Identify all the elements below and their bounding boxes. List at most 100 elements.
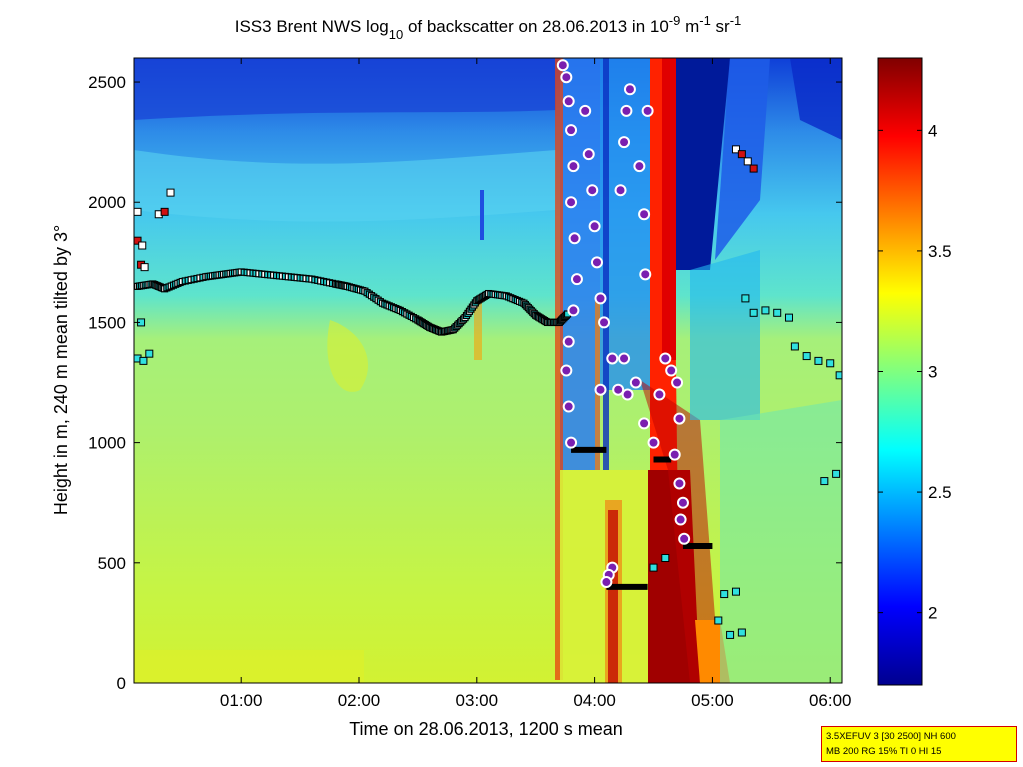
cloud-base-point [647, 436, 660, 449]
cloud-base-point [668, 448, 681, 461]
aerosol-layer-point [784, 313, 793, 322]
y-axis: 0 500 1000 1500 2000 2500 [88, 73, 842, 693]
aerosol-layer-point [814, 356, 823, 365]
cloud-base-point [567, 304, 580, 317]
settings-annotation-box: 3.5XEFUV 3 [30 2500] NH 600 MB 200 RG 15… [821, 726, 1017, 762]
colorbar-tick-label: 4 [928, 121, 937, 140]
aerosol-layer-point [720, 590, 729, 599]
aerosol-layer-point [749, 164, 758, 173]
cloud-base-point [598, 316, 611, 329]
cloud-base-point [565, 124, 578, 137]
cloud-base-point [556, 59, 569, 72]
cloud-base-point [606, 352, 619, 365]
title-prefix: ISS3 Brent NWS log [235, 17, 389, 36]
aerosol-layer-point [749, 308, 758, 317]
aerosol-layer-point [160, 207, 169, 216]
x-tick-label: 04:00 [573, 691, 616, 710]
cloud-base-point [582, 148, 595, 161]
settings-line-1: 3.5XEFUV 3 [30 2500] NH 600 [826, 731, 956, 742]
cloud-base-point [614, 184, 627, 197]
aerosol-layer-point [731, 145, 740, 154]
aerosol-layer-point [832, 469, 841, 478]
y-axis-label: Height in m, 240 m mean tilted by 3° [51, 225, 71, 515]
cloud-base-point [641, 104, 654, 117]
aerosol-layer-markers [134, 145, 842, 639]
cloud-base-point [594, 383, 607, 396]
x-tick-label: 06:00 [809, 691, 852, 710]
heatmap [134, 58, 842, 683]
y-tick-label: 500 [98, 554, 126, 573]
cloud-base-point [590, 256, 603, 269]
title-exp1: -9 [669, 13, 681, 28]
aerosol-layer-point [138, 241, 147, 250]
cloud-base-lines [571, 446, 713, 590]
aerosol-layer-point [726, 630, 735, 639]
cloud-base-point [678, 532, 691, 545]
aerosol-layer-point [139, 356, 148, 365]
colorbar-tick-label: 2 [928, 604, 937, 623]
cloud-base-point [618, 352, 631, 365]
cloud-base-point [586, 184, 599, 197]
cloud-base-point [560, 364, 573, 377]
aerosol-layer-point [140, 263, 149, 272]
cloud-base-point [600, 576, 613, 589]
cloud-base-point [638, 208, 651, 221]
cloud-base-point [568, 232, 581, 245]
cloud-base-point [638, 417, 651, 430]
colorbar-ticks: 2 2.5 3 3.5 4 [878, 121, 952, 623]
aerosol-layer-point [731, 587, 740, 596]
aerosol-layer-point [790, 342, 799, 351]
cloud-base-point [621, 388, 634, 401]
cloud-base-point [639, 268, 652, 281]
cloud-base-point [633, 160, 646, 173]
cloud-base-point [673, 477, 686, 490]
mixing-layer-markers [134, 268, 572, 336]
x-tick-label: 02:00 [338, 691, 381, 710]
x-tick-label: 03:00 [456, 691, 499, 710]
aerosol-layer-point [761, 306, 770, 315]
cloud-base-point [560, 71, 573, 84]
cloud-base-point [659, 352, 672, 365]
aerosol-layer-point [134, 207, 142, 216]
cloud-base-point [562, 95, 575, 108]
cloud-base-point [588, 220, 601, 233]
aerosol-layer-point [741, 294, 750, 303]
cloud-base-point [562, 335, 575, 348]
x-axis: 01:00 02:00 03:00 04:00 05:00 06:00 [220, 58, 852, 710]
cloud-base-point [565, 436, 578, 449]
y-tick-label: 1500 [88, 313, 126, 332]
y-tick-label: 2500 [88, 73, 126, 92]
aerosol-layer-point [773, 308, 782, 317]
cloud-base-point [570, 273, 583, 286]
aerosol-layer-point [802, 352, 811, 361]
cloud-base-point [674, 513, 687, 526]
colorbar-tick-label: 3 [928, 363, 937, 382]
cloud-base-point [612, 383, 625, 396]
title-unit2: sr [711, 17, 730, 36]
aerosol-layer-point [166, 188, 175, 197]
plot-frame [133, 57, 843, 684]
cloud-base-point [676, 496, 689, 509]
cloud-base-point [620, 104, 633, 117]
settings-line-2: MB 200 RG 15% TI 0 HI 15 [826, 746, 942, 757]
y-tick-label: 0 [117, 674, 126, 693]
cloud-base-point [565, 196, 578, 209]
aerosol-layer-point [743, 157, 752, 166]
cloud-base-point [665, 364, 678, 377]
chart-title: ISS3 Brent NWS log10 of backscatter on 2… [235, 13, 742, 42]
cloud-base-point [653, 388, 666, 401]
aerosol-layer-point [649, 563, 658, 572]
cloud-base-point [629, 376, 642, 389]
cloud-base-point [579, 104, 592, 117]
title-exp2: -1 [699, 13, 711, 28]
aerosol-layer-point [820, 477, 829, 486]
aerosol-layer-point [737, 150, 746, 159]
title-mid: of backscatter on 28.06.2013 in 10 [403, 17, 669, 36]
aerosol-layer-point [145, 349, 154, 358]
aerosol-layer-point [835, 371, 842, 380]
cloud-base-markers [556, 59, 691, 589]
y-tick-label: 1000 [88, 434, 126, 453]
y-tick-label: 2000 [88, 193, 126, 212]
cloud-base-point [671, 376, 684, 389]
